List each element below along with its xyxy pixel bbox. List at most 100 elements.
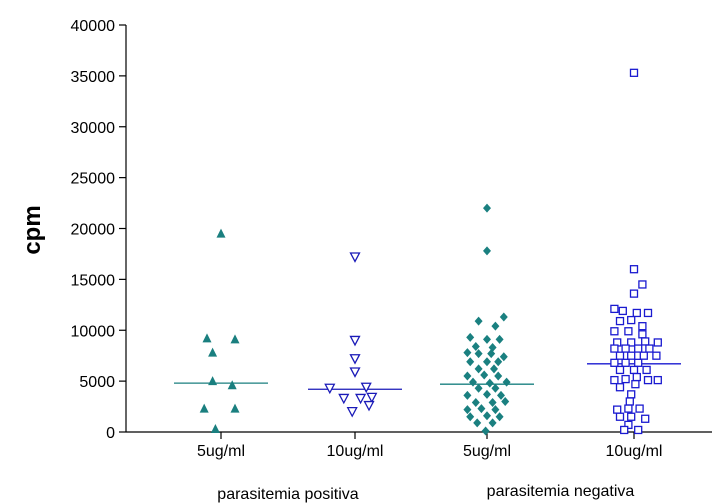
- data-point: [471, 397, 480, 407]
- data-point: [624, 404, 633, 413]
- data-point: [634, 425, 643, 435]
- data-point: [494, 357, 503, 367]
- data-point: [230, 403, 240, 413]
- group-labels: parasitemia positiva parasitemia negativa: [217, 483, 634, 503]
- data-point: [499, 312, 508, 322]
- data-point: [645, 344, 654, 353]
- data-points: [199, 68, 662, 436]
- data-point: [208, 376, 218, 386]
- data-point: [627, 412, 636, 421]
- data-point: [474, 383, 483, 393]
- data-point: [629, 265, 639, 274]
- data-point: [463, 390, 472, 400]
- data-point: [629, 289, 639, 298]
- data-point: [349, 367, 361, 378]
- data-point: [615, 316, 625, 326]
- data-point: [632, 372, 641, 382]
- data-point: [638, 330, 647, 339]
- data-point: [474, 364, 483, 374]
- data-point: [629, 68, 639, 77]
- data-point: [463, 371, 472, 381]
- data-point: [495, 334, 504, 344]
- y-tick-label: 30000: [71, 120, 116, 137]
- data-point: [474, 349, 483, 359]
- data-point: [642, 365, 651, 375]
- data-point: [366, 392, 378, 404]
- data-point: [349, 335, 361, 347]
- x-tick-label: 5ug/ml: [463, 443, 511, 460]
- data-point: [355, 393, 367, 405]
- data-point: [635, 404, 644, 413]
- data-point: [653, 338, 662, 347]
- median-lines: [174, 363, 681, 390]
- y-tick-label: 10000: [71, 323, 116, 340]
- data-point: [618, 306, 627, 316]
- data-point: [483, 389, 491, 399]
- data-point: [346, 406, 358, 418]
- data-point: [615, 383, 625, 392]
- data-point: [627, 338, 636, 347]
- y-tick-label: 0: [106, 425, 115, 442]
- data-point: [490, 364, 498, 374]
- group-label: parasitemia positiva: [217, 486, 359, 503]
- data-point: [643, 308, 653, 318]
- data-point: [210, 423, 220, 433]
- data-point: [349, 252, 361, 263]
- data-point: [638, 280, 647, 289]
- data-point: [463, 405, 472, 415]
- data-point: [487, 349, 496, 359]
- data-point: [495, 412, 504, 422]
- data-point: [620, 425, 629, 435]
- data-point: [610, 344, 619, 353]
- data-point: [632, 308, 641, 318]
- data-point: [473, 418, 482, 428]
- data-point: [615, 365, 625, 375]
- y-tick-label: 15000: [71, 272, 116, 289]
- data-point: [652, 351, 661, 360]
- x-tick-label: 10ug/ml: [606, 443, 663, 460]
- data-point: [360, 382, 372, 394]
- data-point: [615, 412, 625, 421]
- data-point: [199, 403, 209, 413]
- y-tick-label: 20000: [71, 222, 116, 239]
- data-point: [481, 426, 490, 436]
- data-point: [610, 304, 619, 314]
- data-point: [610, 327, 619, 336]
- data-point: [483, 246, 491, 256]
- data-point: [638, 322, 647, 331]
- data-point: [474, 316, 483, 326]
- y-tick-label: 40000: [71, 18, 116, 35]
- data-point: [477, 404, 486, 414]
- data-point: [202, 333, 212, 343]
- data-point: [466, 357, 475, 367]
- data-point: [324, 383, 336, 395]
- data-point: [463, 348, 472, 358]
- data-point: [483, 357, 491, 367]
- x-tick-label: 5ug/ml: [197, 443, 245, 460]
- data-point: [491, 405, 500, 415]
- y-tick-label: 25000: [71, 171, 116, 188]
- data-point: [469, 377, 477, 387]
- data-point: [216, 228, 226, 238]
- data-point: [338, 393, 350, 405]
- data-point: [639, 351, 648, 360]
- data-point: [634, 358, 643, 367]
- data-point: [499, 352, 508, 362]
- group-label: parasitemia negativa: [487, 483, 635, 500]
- data-point: [631, 380, 640, 389]
- data-point: [627, 351, 636, 360]
- data-point: [480, 370, 489, 380]
- data-point: [494, 371, 503, 381]
- data-point: [627, 390, 636, 399]
- data-point: [624, 420, 633, 430]
- data-point: [625, 397, 634, 406]
- data-point: [641, 337, 650, 346]
- data-point: [610, 375, 619, 385]
- data-point: [488, 397, 497, 407]
- data-point: [466, 332, 475, 342]
- data-point: [485, 378, 494, 388]
- data-point: [613, 405, 622, 414]
- data-point: [227, 380, 237, 390]
- x-ticks: 5ug/ml 10ug/ml 5ug/ml 10ug/ml: [197, 432, 662, 460]
